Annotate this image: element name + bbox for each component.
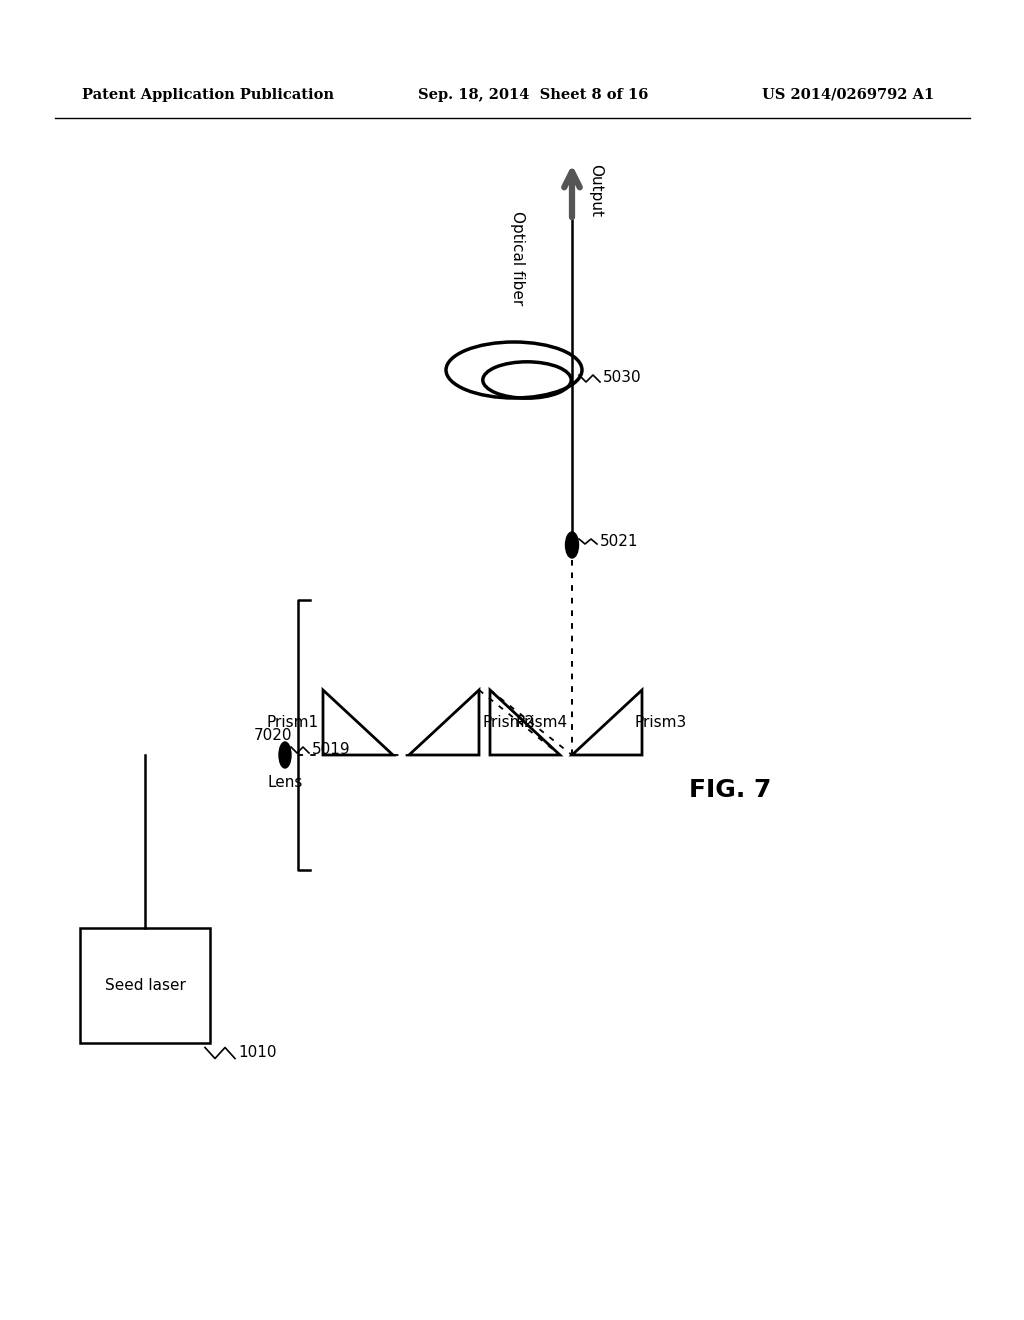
Text: Prism1: Prism1 [267,715,319,730]
Text: Lens: Lens [267,775,303,789]
Text: 1010: 1010 [238,1045,276,1060]
Text: Sep. 18, 2014  Sheet 8 of 16: Sep. 18, 2014 Sheet 8 of 16 [418,88,648,102]
Text: Prism4: Prism4 [516,715,568,730]
Text: 5021: 5021 [600,535,639,549]
Text: US 2014/0269792 A1: US 2014/0269792 A1 [762,88,934,102]
Text: Patent Application Publication: Patent Application Publication [82,88,334,102]
Text: Output: Output [588,164,603,216]
Text: 5019: 5019 [312,742,350,758]
Text: Optical fiber: Optical fiber [510,211,524,305]
Text: 7020: 7020 [254,727,292,742]
Text: Prism3: Prism3 [634,715,686,730]
Text: 5030: 5030 [603,371,642,385]
Text: Prism2: Prism2 [483,715,536,730]
Ellipse shape [279,742,291,768]
Bar [80,928,210,1043]
Text: FIG. 7: FIG. 7 [689,777,771,803]
Ellipse shape [565,532,579,558]
Text: Seed laser: Seed laser [104,978,185,993]
